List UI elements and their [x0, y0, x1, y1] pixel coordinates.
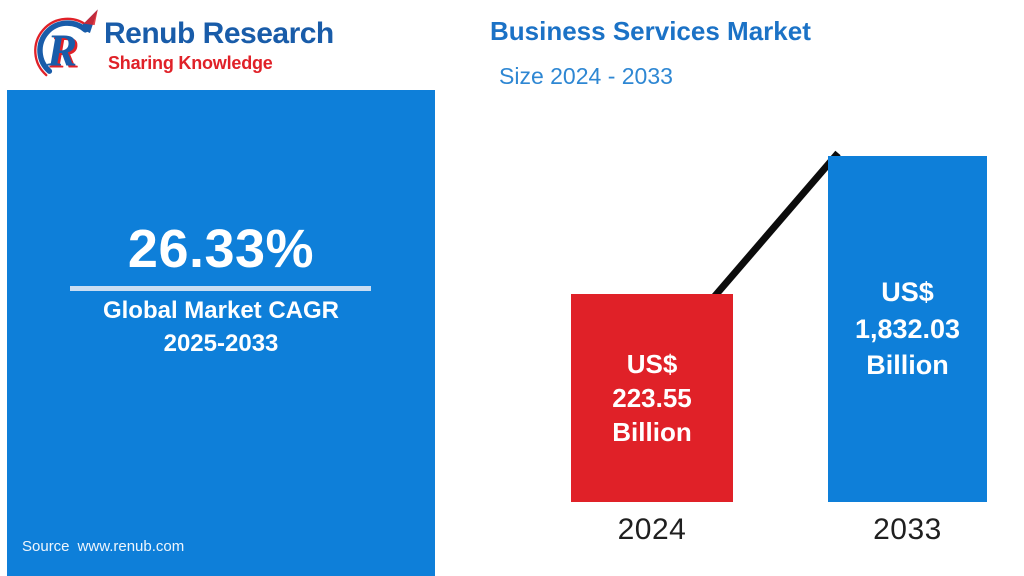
bar-2024: US$ 223.55 Billion — [571, 294, 733, 502]
cagr-divider — [70, 286, 371, 291]
svg-text:R: R — [46, 26, 77, 76]
bar-2033-value-unit: Billion — [866, 350, 949, 381]
bar-2024-value-unit: Billion — [612, 417, 692, 448]
cagr-panel: 26.33% Global Market CAGR 2025-2033 Sour… — [7, 90, 435, 576]
logo: R R Renub Research Sharing Knowledge — [26, 6, 426, 90]
svg-text:R: R — [48, 27, 79, 77]
logo-name: Renub Research — [104, 17, 334, 50]
source-label: Source — [22, 538, 70, 555]
source-line: Source www.renub.com — [22, 538, 184, 555]
chart-title: Business Services Market — [490, 16, 811, 46]
logo-tagline: Sharing Knowledge — [108, 53, 273, 73]
chart-subtitle: Size 2024 - 2033 — [499, 63, 673, 89]
bar-2033: US$ 1,832.03 Billion — [828, 156, 987, 502]
x-axis-label-2033: 2033 — [873, 513, 942, 546]
renub-logo-icon: R R — [34, 9, 98, 77]
bar-2024-value-currency: US$ — [626, 348, 678, 379]
source-url: www.renub.com — [77, 538, 185, 555]
bar-2033-value-amount: 1,832.03 — [854, 313, 961, 344]
cagr-label: Global Market CAGR — [102, 297, 340, 324]
cagr-value: 26.33% — [127, 219, 315, 279]
bar-2024-value-amount: 223.55 — [612, 382, 692, 413]
cagr-period: 2025-2033 — [163, 330, 279, 357]
bar-2033-value-currency: US$ — [881, 277, 934, 308]
x-axis-label-2024: 2024 — [617, 513, 687, 546]
